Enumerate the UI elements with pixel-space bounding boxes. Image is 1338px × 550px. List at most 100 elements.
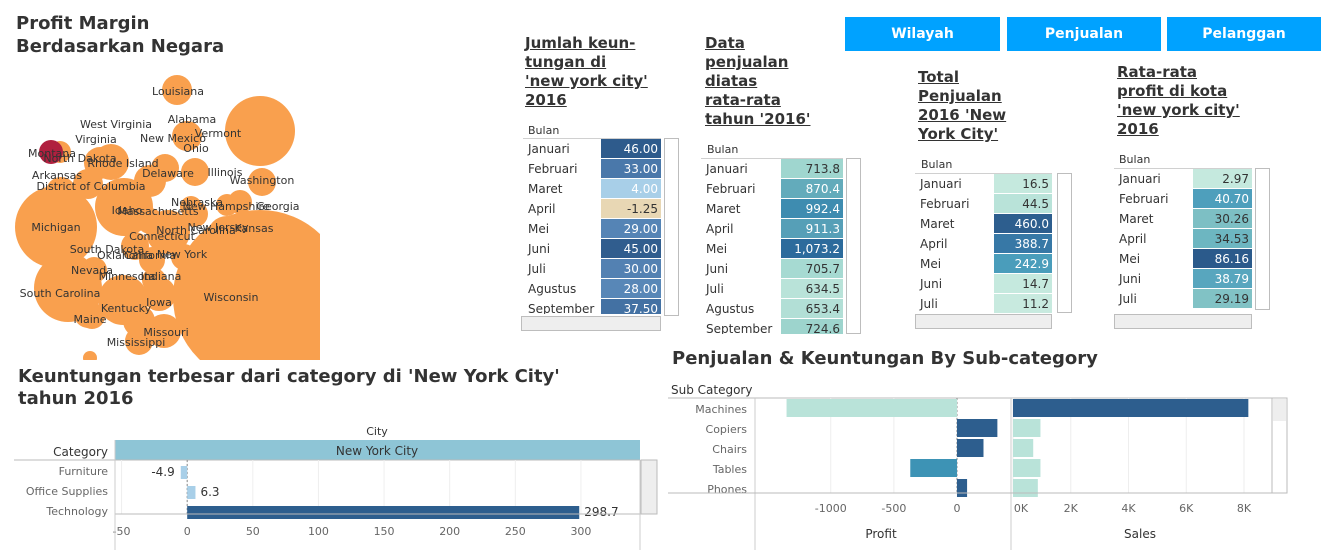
category-bar[interactable] [187, 486, 196, 499]
table-column-header: Bulan [707, 143, 739, 156]
state-bubble-28[interactable] [171, 244, 197, 270]
state-bubble-3[interactable] [162, 75, 192, 105]
nav-penjualan-button[interactable]: Penjualan [1007, 17, 1161, 51]
sales-bar[interactable] [1013, 399, 1249, 417]
state-bubble-5[interactable] [172, 121, 202, 151]
state-label: New Hampshire [182, 200, 269, 213]
table-row[interactable]: Februari 40.70 [1114, 189, 1252, 209]
table-row[interactable]: Juni 14.7 [915, 274, 1052, 294]
category-vertical-scrollbar[interactable] [640, 459, 658, 515]
table-row[interactable]: Februari 44.5 [915, 194, 1052, 214]
state-bubble-36[interactable] [81, 257, 107, 283]
table-row[interactable]: Juni 45.00 [523, 239, 661, 259]
table-row[interactable]: April 34.53 [1114, 229, 1252, 249]
row-value: 37.50 [601, 299, 661, 314]
state-bubble-24[interactable] [137, 208, 163, 234]
state-bubble-17[interactable] [46, 177, 76, 207]
state-bubble-32[interactable] [123, 305, 155, 337]
table-row[interactable]: April 911.3 [701, 219, 843, 239]
state-bubble-29[interactable] [185, 273, 209, 297]
state-bubble-10[interactable] [151, 154, 179, 182]
table-row[interactable]: Januari 713.8 [701, 159, 843, 179]
state-bubble-26[interactable] [139, 247, 165, 273]
row-label: Januari [920, 177, 962, 191]
table-row[interactable]: Juli 30.00 [523, 259, 661, 279]
state-bubble-39[interactable] [228, 190, 252, 214]
table-row[interactable]: Mei 29.00 [523, 219, 661, 239]
state-bubble-18[interactable] [84, 147, 116, 179]
table-row[interactable]: Juli 29.19 [1114, 289, 1252, 309]
vertical-scrollbar[interactable] [664, 138, 679, 316]
state-bubble-19[interactable] [248, 254, 278, 284]
table-row[interactable]: Maret 460.0 [915, 214, 1052, 234]
table-row[interactable]: Juli 634.5 [701, 279, 843, 299]
state-bubble-1[interactable] [15, 186, 97, 268]
state-bubble-37[interactable] [74, 300, 102, 328]
table-row[interactable]: Agustus 28.00 [523, 279, 661, 299]
state-bubble-15[interactable] [204, 286, 238, 320]
table-row[interactable]: September 724.6 [701, 319, 843, 334]
table-row[interactable]: Maret 992.4 [701, 199, 843, 219]
state-bubble-34[interactable] [125, 327, 153, 355]
table-row[interactable]: Juni 705.7 [701, 259, 843, 279]
profit-bar[interactable] [786, 399, 957, 417]
profit-bar[interactable] [956, 439, 984, 457]
state-label: Montana [28, 147, 76, 160]
state-bubble-montana[interactable] [39, 140, 63, 164]
sales-bar[interactable] [1013, 419, 1041, 437]
state-bubble-2[interactable] [225, 96, 295, 166]
state-bubble-27[interactable] [142, 268, 166, 292]
state-bubble-16[interactable] [248, 168, 276, 196]
table-row[interactable]: Februari 870.4 [701, 179, 843, 199]
sales-bar[interactable] [1013, 459, 1041, 477]
table-row[interactable]: Maret 4.00 [523, 179, 661, 199]
table-row[interactable]: Mei 86.16 [1114, 249, 1252, 269]
row-value: 14.7 [994, 274, 1052, 293]
subcat-vertical-scrollbar[interactable] [1271, 397, 1288, 494]
profit-bar[interactable] [956, 419, 998, 437]
x-tick-label: 50 [246, 525, 260, 538]
state-bubble-7[interactable] [207, 216, 247, 256]
vertical-scrollbar[interactable] [1057, 173, 1072, 313]
state-bubble-38[interactable] [83, 351, 97, 360]
state-bubble-6[interactable] [181, 158, 209, 186]
row-value: 724.6 [781, 319, 843, 334]
horizontal-scrollbar[interactable] [1114, 314, 1252, 329]
state-label: New York [157, 248, 208, 261]
table-row[interactable]: Juli 11.2 [915, 294, 1052, 313]
horizontal-scrollbar[interactable] [915, 314, 1052, 329]
state-bubble-30[interactable] [180, 196, 202, 218]
state-bubble-35[interactable] [147, 314, 181, 348]
state-label: West Virginia [80, 118, 152, 131]
sales-bar[interactable] [1013, 439, 1034, 457]
table-row[interactable]: Januari 46.00 [523, 139, 661, 159]
table-row[interactable]: Maret 30.26 [1114, 209, 1252, 229]
category-bar[interactable] [180, 466, 188, 479]
city-header-bar [115, 440, 640, 460]
vertical-scrollbar[interactable] [846, 158, 861, 334]
table-row[interactable]: April 388.7 [915, 234, 1052, 254]
table-row[interactable]: Januari 2.97 [1114, 169, 1252, 189]
category-bar[interactable] [187, 506, 580, 519]
vertical-scrollbar[interactable] [1255, 168, 1270, 310]
nav-pelanggan-button[interactable]: Pelanggan [1167, 17, 1321, 51]
table-row[interactable]: Mei 1,073.2 [701, 239, 843, 259]
profit-bar[interactable] [956, 479, 968, 497]
state-label: Indiana [141, 270, 182, 283]
horizontal-scrollbar[interactable] [521, 316, 661, 331]
table-row[interactable]: April -1.25 [523, 199, 661, 219]
nav-wilayah-button[interactable]: Wilayah [845, 17, 1000, 51]
table-row[interactable]: Februari 33.00 [523, 159, 661, 179]
table-row[interactable]: Januari 16.5 [915, 174, 1052, 194]
table-row[interactable]: Agustus 653.4 [701, 299, 843, 319]
table-body: Januari 713.8 Februari 870.4 Maret 992.4 April… [701, 158, 843, 334]
row-value: 38.79 [1193, 269, 1252, 288]
row-label: Mei [1119, 252, 1141, 266]
table-row[interactable]: Mei 242.9 [915, 254, 1052, 274]
sales-bar[interactable] [1013, 479, 1038, 497]
profit-bar[interactable] [910, 459, 957, 477]
scrollbar-thumb[interactable] [1273, 399, 1286, 421]
table-row[interactable]: September 37.50 [523, 299, 661, 314]
state-bubble-0[interactable] [173, 210, 320, 360]
table-row[interactable]: Juni 38.79 [1114, 269, 1252, 289]
